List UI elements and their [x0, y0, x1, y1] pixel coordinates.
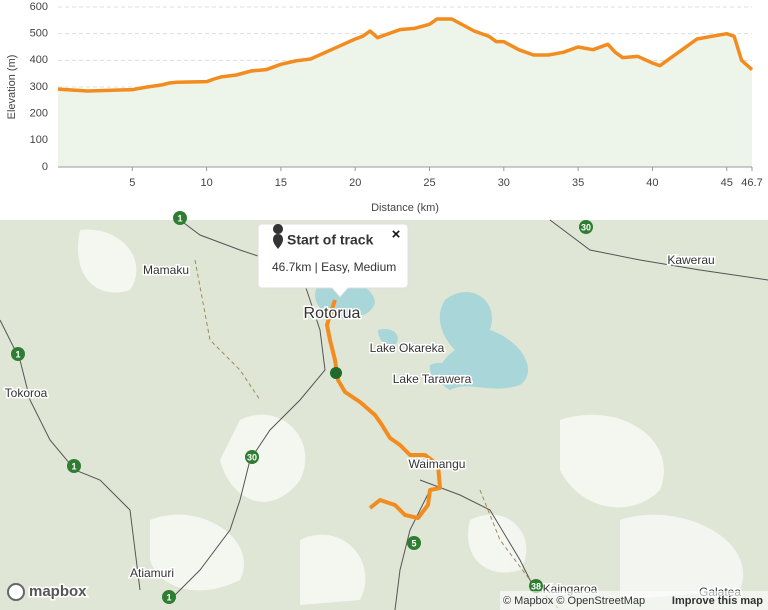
attribution-bar — [500, 591, 768, 610]
x-tick-label: 35 — [572, 177, 584, 189]
shield-label: 38 — [531, 581, 541, 591]
place-label: Tokoroa — [5, 386, 48, 400]
place-label: Waimangu — [409, 457, 466, 471]
popup-title: Start of track — [287, 232, 374, 248]
y-tick-label: 100 — [30, 134, 48, 146]
place-label: Atiamuri — [130, 566, 174, 580]
start-marker[interactable] — [330, 367, 342, 379]
roads — [0, 219, 768, 610]
shield-label: 1 — [15, 349, 20, 359]
mapbox-logo[interactable]: mapbox — [7, 581, 89, 601]
place-label: Mamaku — [143, 263, 189, 277]
shield-label: 1 — [166, 592, 171, 602]
road-shields: 1 30 30 1 1 30 5 38 1 — [11, 211, 593, 604]
y-tick-label: 400 — [30, 54, 48, 66]
terrain — [78, 229, 744, 605]
y-tick-label: 500 — [30, 28, 48, 40]
track[interactable] — [325, 299, 442, 520]
x-tick-label: 30 — [498, 177, 510, 189]
boundaries — [194, 259, 561, 610]
popup: Start of track 46.7km | Easy, Medium × — [257, 223, 409, 298]
map[interactable]: Mamaku Rotorua Lake Okareka Lake Tarawer… — [0, 211, 768, 610]
shield-label: 1 — [177, 213, 182, 223]
place-label: Kawerau — [667, 253, 714, 267]
y-tick-label: 300 — [30, 81, 48, 93]
x-tick-label: 40 — [646, 177, 658, 189]
place-label: Rotorua — [304, 305, 361, 322]
shield-label: 30 — [581, 222, 591, 232]
elevation-line — [57, 17, 754, 93]
x-tick-label: 10 — [200, 177, 212, 189]
place-label: Lake Tarawera — [393, 372, 472, 386]
x-axis-title: Distance (km) — [371, 202, 439, 214]
elevation-area — [58, 19, 752, 167]
pin-icon — [273, 234, 283, 249]
y-tick-label: 600 — [30, 1, 48, 13]
x-tick-label: 5 — [129, 177, 135, 189]
shield-label: 5 — [411, 538, 416, 548]
popup-close[interactable]: × — [392, 226, 401, 243]
popup-detail: 46.7km | Easy, Medium — [272, 260, 396, 274]
x-tick-label: 15 — [275, 177, 287, 189]
place-label: Lake Okareka — [370, 341, 445, 355]
x-tick-label: 45 — [721, 177, 733, 189]
attribution[interactable]: © Mapbox © OpenStreetMap — [503, 595, 645, 607]
elevation-chart: 0 100 200 300 400 500 600 5 10 15 20 25 30 35 40 45 46.7 — [30, 1, 763, 189]
logo-text: mapbox — [29, 583, 87, 600]
y-tick-label: 200 — [30, 108, 48, 120]
x-tick-label: 25 — [423, 177, 435, 189]
shield-label: 1 — [71, 461, 76, 471]
shield-label: 30 — [247, 452, 257, 462]
y-tick-label: 0 — [42, 161, 48, 173]
x-tick-label: 46.7 — [741, 177, 762, 189]
y-axis-title: Elevation (m) — [6, 55, 18, 120]
x-tick-label: 20 — [349, 177, 361, 189]
improve-link[interactable]: Improve this map — [672, 595, 763, 607]
